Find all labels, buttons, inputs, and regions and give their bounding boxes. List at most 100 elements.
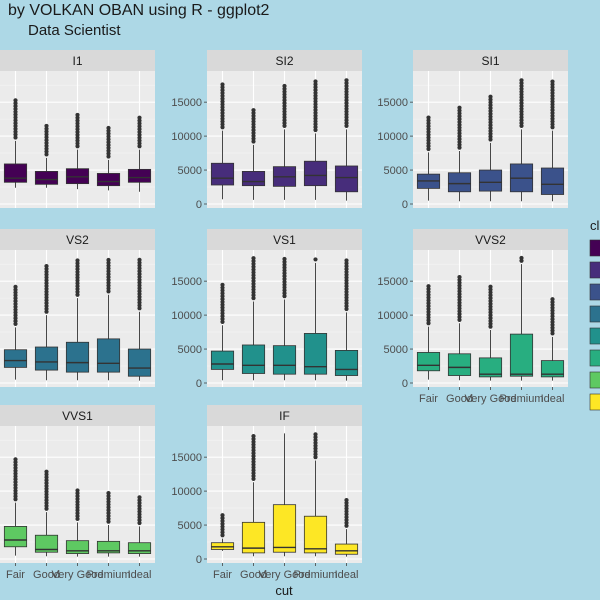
outlier-point bbox=[75, 112, 80, 118]
y-tick-label: 5000 bbox=[178, 520, 202, 532]
outlier-point bbox=[220, 513, 225, 518]
box bbox=[34, 534, 59, 553]
box bbox=[478, 169, 503, 192]
outlier-point bbox=[137, 495, 142, 500]
x-tick-label: Ideal bbox=[128, 569, 152, 581]
y-tick-label: 15000 bbox=[171, 97, 202, 109]
x-tick-label: Ideal bbox=[335, 569, 359, 581]
outlier-point bbox=[313, 79, 318, 84]
outlier-point bbox=[488, 284, 493, 289]
outlier-point bbox=[426, 284, 431, 289]
y-tick-label: 10000 bbox=[171, 131, 202, 143]
legend-key bbox=[589, 327, 600, 345]
facet-strip bbox=[207, 405, 362, 426]
box bbox=[334, 350, 359, 376]
facet-panel-i1: I1 bbox=[0, 50, 155, 208]
facet-strip bbox=[207, 229, 362, 250]
y-tick-label: 15000 bbox=[171, 276, 202, 288]
box bbox=[65, 341, 90, 373]
facet-label: I1 bbox=[72, 54, 82, 68]
chart-title: by VOLKAN OBAN using R - ggplot2 bbox=[8, 2, 270, 19]
box bbox=[334, 543, 359, 555]
facet-panel-vs1: VS1 0 5000 10000 15000 bbox=[171, 229, 362, 390]
facet-panel-vs2: VS2 bbox=[0, 229, 155, 387]
box bbox=[303, 515, 328, 554]
box bbox=[303, 160, 328, 187]
y-tick-label: 15000 bbox=[171, 452, 202, 464]
legend-key bbox=[589, 371, 600, 389]
facet-strip bbox=[0, 50, 155, 71]
outlier-point bbox=[220, 282, 225, 287]
chart-subtitle: Data Scientist bbox=[28, 22, 121, 39]
box bbox=[96, 338, 121, 373]
outlier-point bbox=[13, 457, 18, 462]
box bbox=[3, 526, 28, 548]
legend-key bbox=[589, 283, 600, 301]
facet-strip bbox=[413, 50, 568, 71]
legend-title: cl bbox=[590, 218, 600, 233]
outlier-point bbox=[457, 274, 462, 280]
outlier-point bbox=[220, 82, 225, 87]
outlier-point bbox=[13, 284, 18, 289]
box bbox=[210, 350, 235, 370]
box bbox=[127, 542, 152, 554]
legend-key bbox=[589, 305, 600, 323]
box bbox=[416, 352, 441, 372]
outlier-point bbox=[282, 256, 287, 262]
y-tick-label: 5000 bbox=[384, 344, 408, 356]
outlier-point bbox=[44, 469, 49, 474]
facet-label: VVS1 bbox=[62, 409, 93, 423]
x-tick-label: Good bbox=[446, 393, 473, 405]
x-tick-label: Very Good bbox=[465, 393, 517, 405]
x-tick-label: Premium bbox=[86, 569, 130, 581]
y-tick-label: 0 bbox=[402, 199, 408, 211]
legend-key bbox=[589, 349, 600, 367]
outlier-point bbox=[75, 258, 80, 263]
y-tick-label: 5000 bbox=[384, 165, 408, 177]
y-tick-label: 10000 bbox=[377, 310, 408, 322]
box bbox=[3, 163, 28, 183]
box bbox=[447, 353, 472, 376]
outlier-point bbox=[251, 256, 256, 261]
box bbox=[334, 165, 359, 193]
box bbox=[127, 348, 152, 377]
outlier-point bbox=[313, 432, 318, 437]
outlier-point bbox=[457, 105, 462, 110]
y-tick-label: 0 bbox=[196, 554, 202, 566]
facet-label: VVS2 bbox=[475, 233, 506, 247]
box bbox=[210, 162, 235, 186]
outlier-point bbox=[137, 115, 142, 120]
y-tick-label: 5000 bbox=[178, 344, 202, 356]
x-tick-label: Very Good bbox=[259, 569, 311, 581]
outlier-point bbox=[44, 123, 49, 129]
x-tick-label: Good bbox=[240, 569, 267, 581]
facet-strip bbox=[413, 229, 568, 250]
legend-key bbox=[589, 239, 600, 257]
x-tick-label: Good bbox=[33, 569, 60, 581]
y-tick-label: 10000 bbox=[171, 486, 202, 498]
x-tick-label: Premium bbox=[293, 569, 337, 581]
outlier-point bbox=[75, 488, 80, 493]
facet-label: VS1 bbox=[273, 233, 296, 247]
box bbox=[241, 344, 266, 374]
outlier-point bbox=[313, 257, 318, 262]
box bbox=[540, 360, 565, 378]
outlier-point bbox=[519, 78, 524, 83]
box bbox=[509, 333, 534, 377]
y-tick-label: 0 bbox=[196, 199, 202, 211]
box bbox=[447, 172, 472, 193]
facet-strip bbox=[0, 405, 155, 426]
box bbox=[241, 171, 266, 187]
outlier-point bbox=[251, 108, 256, 113]
outlier-point bbox=[13, 98, 18, 103]
x-tick-label: Ideal bbox=[541, 393, 565, 405]
facet-label: SI1 bbox=[481, 54, 499, 68]
outlier-point bbox=[550, 297, 555, 302]
outlier-point bbox=[344, 497, 349, 503]
outlier-point bbox=[426, 115, 431, 120]
x-tick-label: Fair bbox=[213, 569, 232, 581]
